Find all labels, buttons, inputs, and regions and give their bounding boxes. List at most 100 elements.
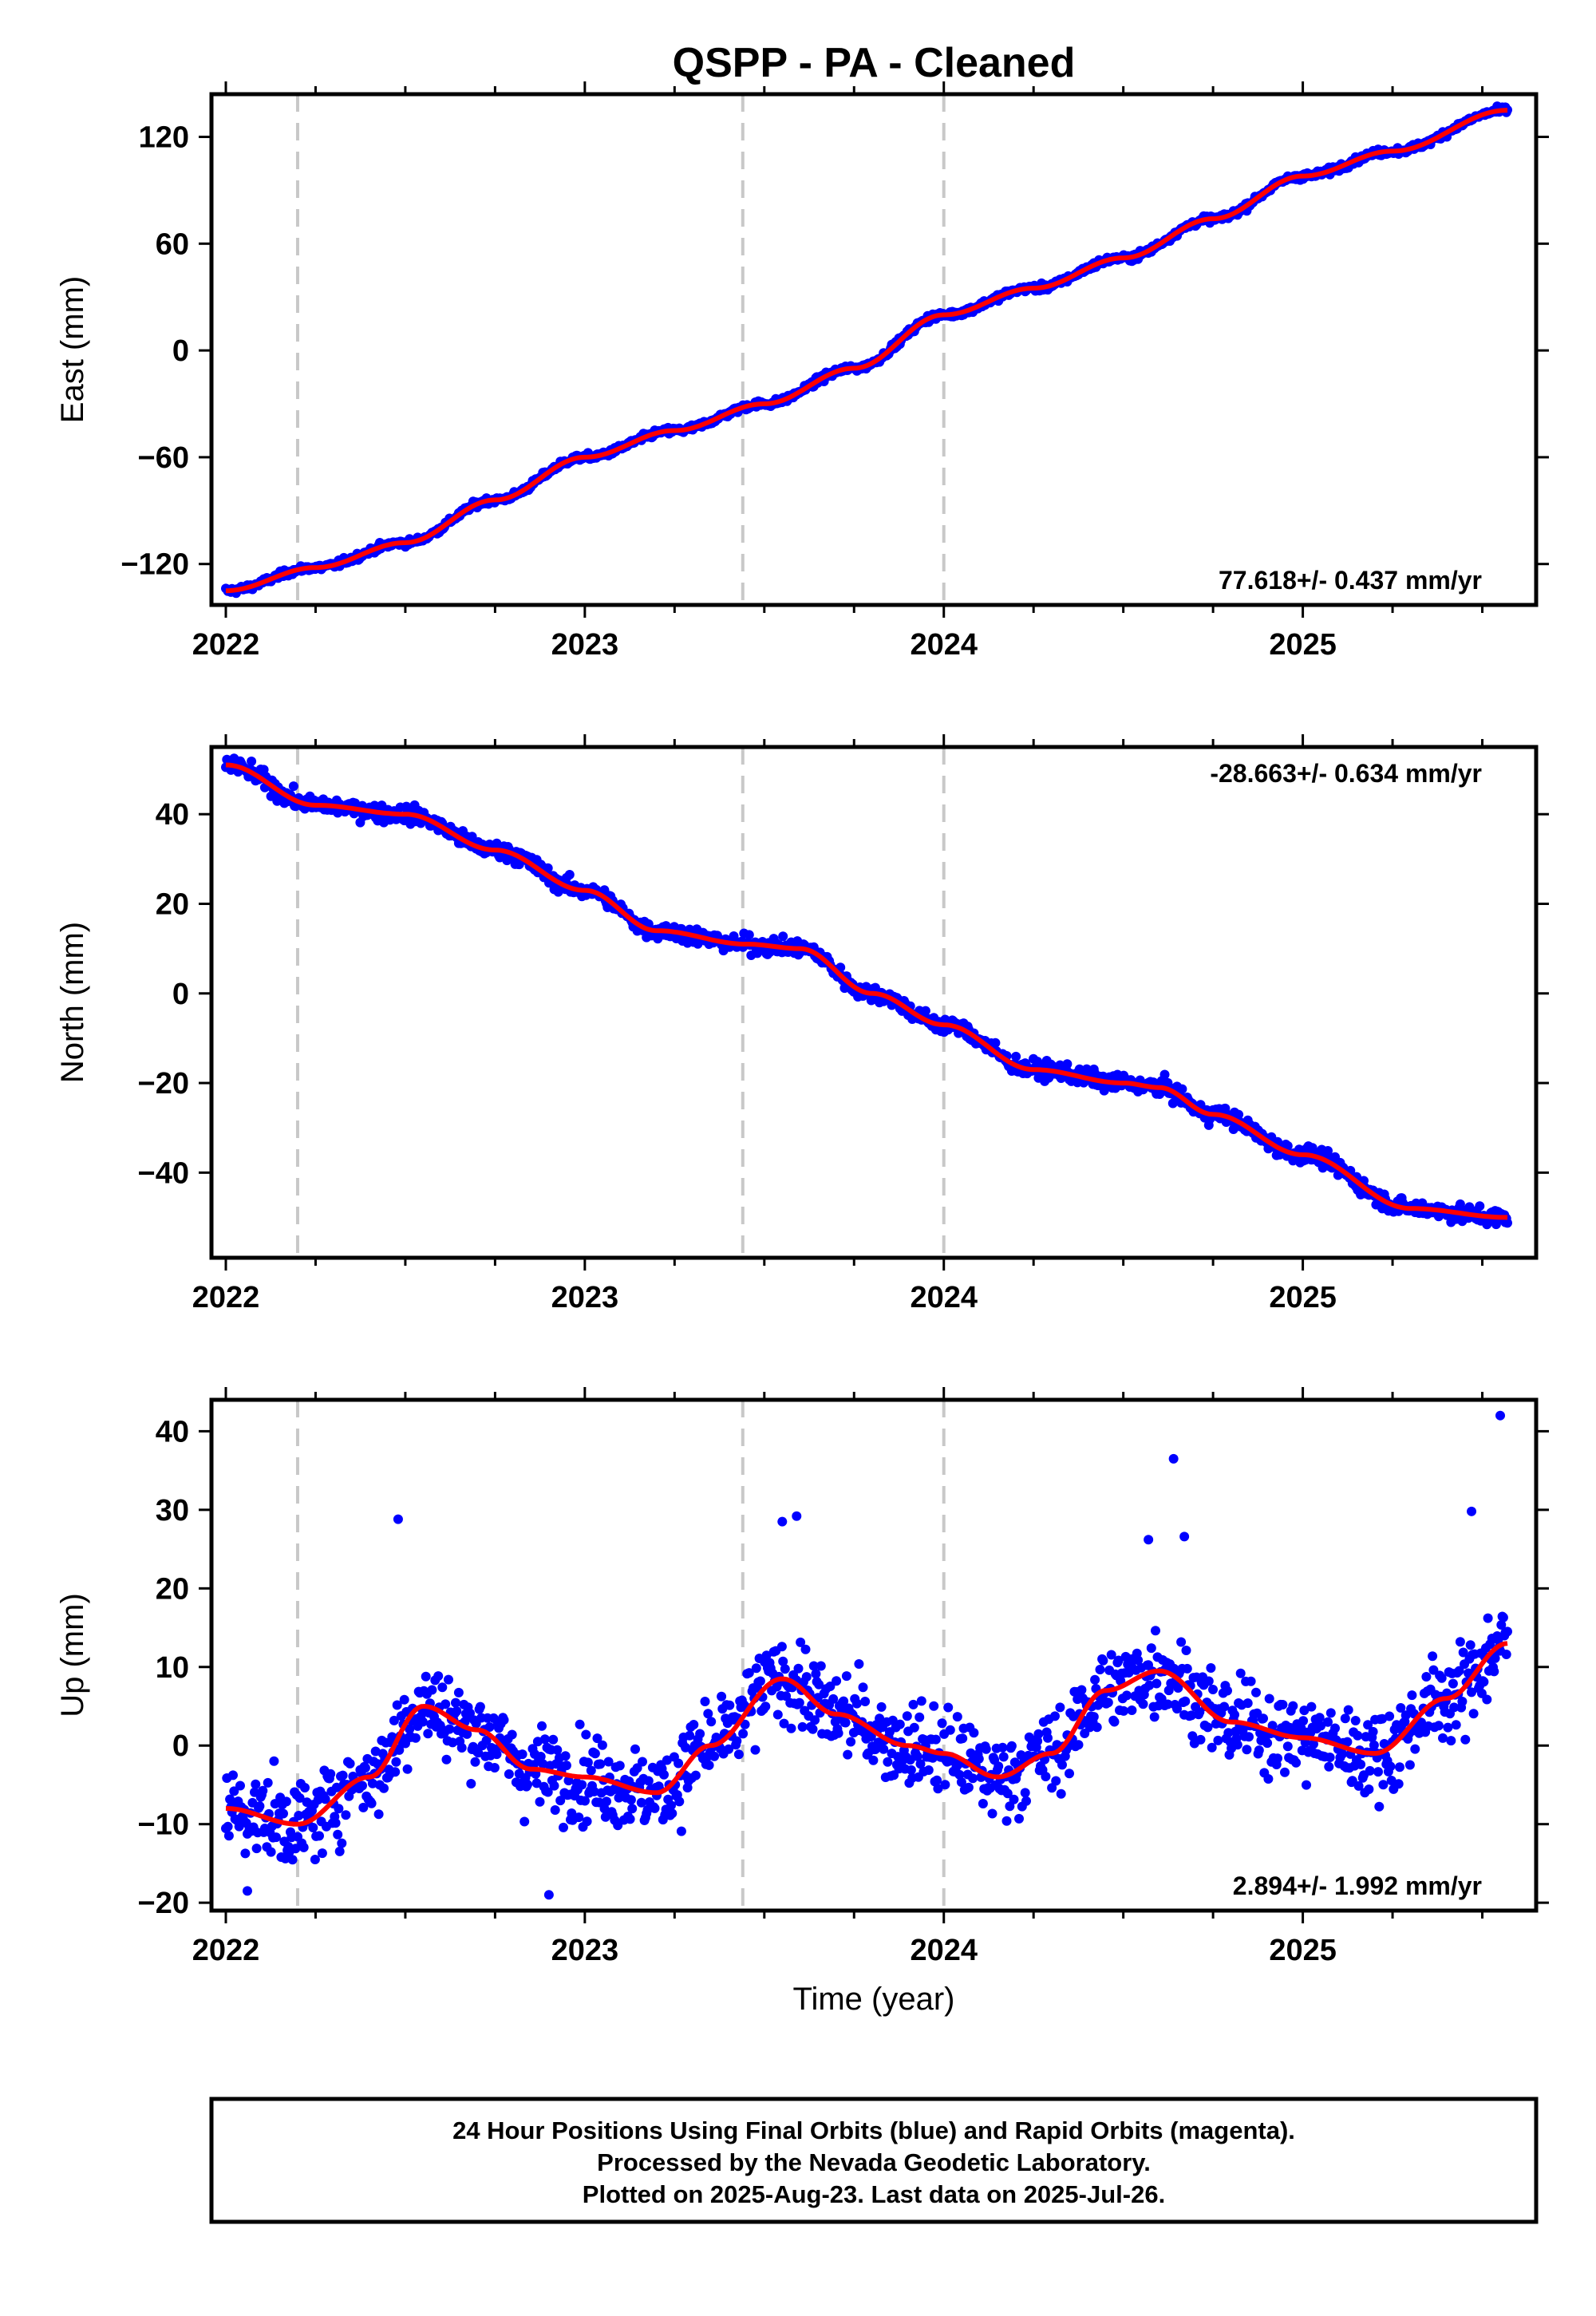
up-point [1373, 1767, 1383, 1777]
north-point [1475, 1201, 1485, 1211]
up-point [423, 1729, 433, 1739]
up-point [255, 1801, 265, 1812]
up-point [550, 1805, 560, 1815]
east-x-tick-label: 2022 [192, 628, 260, 662]
up-x-tick-label: 2023 [551, 1934, 619, 1967]
up-point [1451, 1720, 1461, 1730]
up-point [338, 1770, 348, 1780]
up-point [314, 1831, 324, 1841]
up-point [933, 1784, 943, 1794]
up-point [1181, 1646, 1191, 1655]
up-point [1001, 1816, 1012, 1826]
up-point [1219, 1701, 1230, 1712]
up-point [552, 1745, 563, 1755]
up-point [1009, 1794, 1019, 1804]
up-point [519, 1816, 530, 1827]
up-point [963, 1782, 974, 1792]
up-point [751, 1663, 761, 1674]
up-point [828, 1694, 839, 1704]
east-x-tick-label: 2024 [910, 628, 978, 662]
up-point [441, 1754, 452, 1765]
up-point [1436, 1673, 1447, 1683]
up-point [854, 1659, 864, 1669]
north-fit-line [225, 762, 1508, 1220]
up-point [1203, 1676, 1214, 1686]
up-point [331, 1782, 342, 1792]
up-point [1330, 1723, 1340, 1733]
up-point [577, 1780, 587, 1790]
up-point [358, 1802, 369, 1812]
up-point [674, 1758, 684, 1769]
panel-east: 2022 2023 2024 2025 −120 −60 0 60 120 East (mm) 77… [55, 81, 1549, 662]
up-point [251, 1844, 262, 1854]
up-point [755, 1676, 765, 1686]
up-point [843, 1749, 853, 1760]
up-point [810, 1715, 820, 1725]
up-point [298, 1842, 309, 1852]
up-point [437, 1682, 448, 1693]
up-point [269, 1756, 279, 1766]
up-x-tick-label: 2025 [1269, 1934, 1337, 1967]
up-point [627, 1804, 638, 1814]
up-point [772, 1709, 783, 1720]
up-point [709, 1751, 720, 1761]
up-x-tick-label: 2022 [192, 1934, 260, 1967]
up-point [1278, 1700, 1288, 1709]
up-point [1455, 1637, 1465, 1647]
north-y-tick-label: −40 [138, 1156, 189, 1190]
up-point [333, 1829, 343, 1840]
up-point [1428, 1651, 1438, 1662]
up-point [930, 1734, 941, 1745]
up-point [308, 1823, 318, 1832]
up-point [1503, 1626, 1512, 1637]
up-point [402, 1764, 413, 1774]
up-point [452, 1706, 462, 1717]
up-point [251, 1779, 261, 1789]
up-point [1377, 1713, 1388, 1724]
up-point [1258, 1713, 1268, 1724]
up-point [484, 1722, 495, 1732]
up-point [667, 1808, 678, 1819]
up-point [954, 1759, 964, 1769]
up-point [1207, 1742, 1217, 1753]
up-point [952, 1712, 962, 1722]
up-point [1246, 1676, 1256, 1686]
east-y-tick-label: 0 [172, 334, 189, 368]
east-rate-label: 77.618+/- 0.437 mm/yr [1219, 566, 1482, 595]
up-point [1342, 1737, 1353, 1747]
up-point [492, 1749, 502, 1760]
up-point [638, 1757, 647, 1767]
east-y-tick-label: 120 [139, 121, 189, 155]
up-point [923, 1765, 934, 1775]
up-point [1291, 1757, 1302, 1768]
up-point [271, 1832, 281, 1843]
up-point [636, 1797, 646, 1808]
up-point [851, 1698, 862, 1709]
north-y-tick-label: −20 [138, 1067, 189, 1101]
up-point [750, 1745, 760, 1755]
up-point [1309, 1739, 1318, 1749]
up-point [345, 1758, 355, 1769]
up-point [902, 1711, 912, 1721]
up-point [543, 1787, 553, 1797]
up-point [1006, 1741, 1017, 1751]
up-point [1033, 1729, 1044, 1739]
up-point [1187, 1710, 1196, 1721]
up-point [575, 1719, 585, 1729]
up-point [876, 1701, 887, 1712]
up-point [1033, 1736, 1043, 1746]
note-box: 24 Hour Positions Using Final Orbits (bl… [209, 2097, 1539, 2224]
north-point [1234, 1109, 1244, 1120]
up-point [451, 1697, 460, 1708]
up-point [1263, 1774, 1274, 1784]
up-point [1088, 1712, 1099, 1722]
up-point [499, 1715, 509, 1725]
up-point [832, 1676, 842, 1686]
up-point [470, 1757, 480, 1767]
up-point [504, 1769, 514, 1779]
up-point [1353, 1780, 1364, 1791]
up-point [1163, 1699, 1173, 1709]
up-point [808, 1724, 818, 1734]
up-point [1242, 1698, 1253, 1709]
up-point [666, 1800, 676, 1811]
